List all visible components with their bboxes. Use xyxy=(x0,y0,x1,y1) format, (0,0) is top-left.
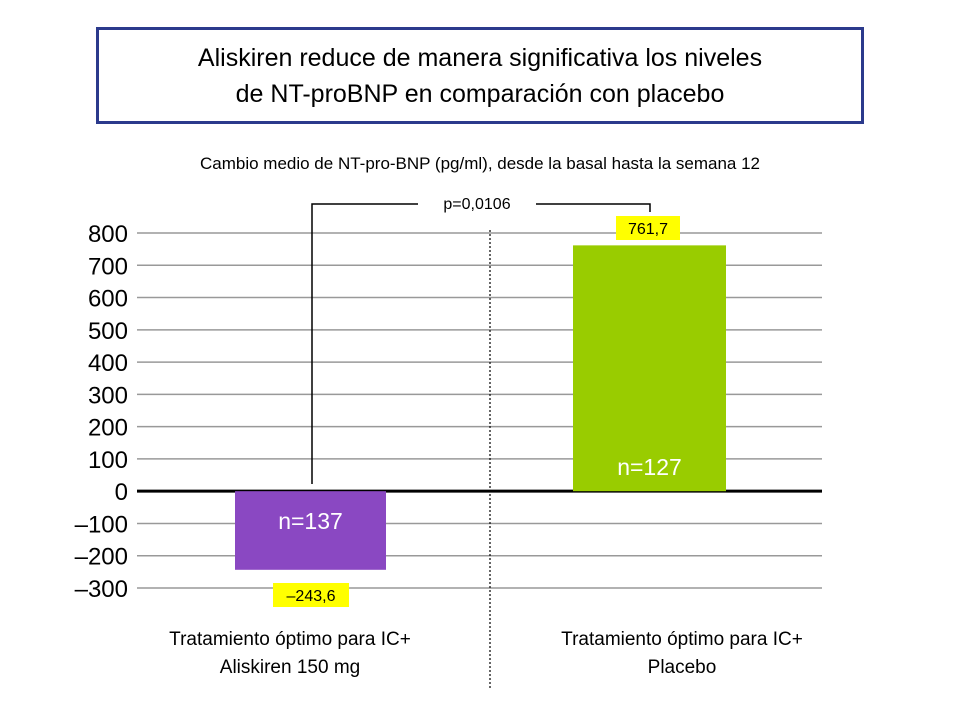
value-label-placebo: 761,7 xyxy=(628,221,668,238)
y-tick-label: –300 xyxy=(75,576,128,603)
significance-bracket-right xyxy=(536,203,651,212)
y-tick-label: 800 xyxy=(88,221,128,248)
title-box: Aliskiren reduce de manera significativa… xyxy=(96,27,864,124)
category-1-line-2: Aliskiren 150 mg xyxy=(219,657,361,678)
value-label-aliskiren-bg xyxy=(273,583,349,607)
significance-bracket-left xyxy=(311,203,418,484)
y-tick-label: 0 xyxy=(115,479,128,506)
y-tick-label: 200 xyxy=(88,415,128,442)
chart-title: Aliskiren reduce de manera significativa… xyxy=(110,40,850,112)
category-1-line-1: Tratamiento óptimo para IC+ xyxy=(169,629,411,650)
y-tick-label: 300 xyxy=(88,382,128,409)
category-2-line-1: Tratamiento óptimo para IC+ xyxy=(561,629,803,650)
y-tick-label: 700 xyxy=(88,253,128,280)
y-tick-label: 500 xyxy=(88,318,128,345)
bar-placebo xyxy=(573,245,726,492)
p-value-label: p=0,0106 xyxy=(443,196,510,213)
title-line-1: Aliskiren reduce de manera significativa… xyxy=(197,43,763,72)
n-label-aliskiren: n=137 xyxy=(278,508,343,534)
y-tick-label: 400 xyxy=(88,350,128,377)
n-label-placebo: n=127 xyxy=(617,454,682,480)
bar-aliskiren xyxy=(235,491,386,570)
y-tick-label: 600 xyxy=(88,286,128,313)
y-tick-label: –200 xyxy=(75,544,128,571)
value-label-aliskiren: –243,6 xyxy=(287,588,336,605)
chart-subtitle: Cambio medio de NT-pro-BNP (pg/ml), desd… xyxy=(199,154,761,173)
y-tick-label: –100 xyxy=(75,511,128,538)
category-label-placebo: Tratamiento óptimo para IC+ Placebo xyxy=(492,626,872,682)
title-line-2: de NT-proBNP en comparación con placebo xyxy=(235,79,725,108)
value-label-placebo-bg xyxy=(616,216,680,240)
y-tick-label: 100 xyxy=(88,447,128,474)
category-2-line-2: Placebo xyxy=(647,657,717,678)
category-label-aliskiren: Tratamiento óptimo para IC+ Aliskiren 15… xyxy=(100,626,480,682)
